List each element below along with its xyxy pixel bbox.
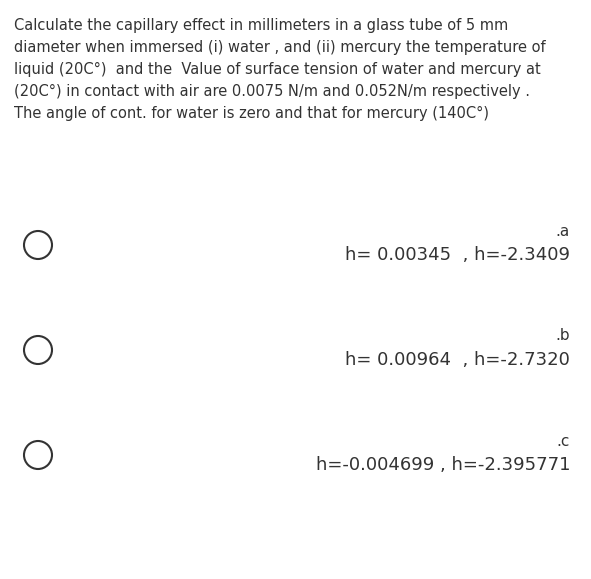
Text: h=-0.004699 , h=-2.395771: h=-0.004699 , h=-2.395771 (316, 456, 570, 474)
Text: h= 0.00345  , h=-2.3409: h= 0.00345 , h=-2.3409 (345, 246, 570, 264)
Text: The angle of cont. for water is zero and that for mercury (140C°): The angle of cont. for water is zero and… (14, 106, 489, 121)
Text: .a: .a (556, 223, 570, 239)
Text: .b: .b (556, 328, 570, 343)
Text: liquid (20C°)  and the  Value of surface tension of water and mercury at: liquid (20C°) and the Value of surface t… (14, 62, 541, 77)
Text: h= 0.00964  , h=-2.7320: h= 0.00964 , h=-2.7320 (345, 351, 570, 369)
Text: Calculate the capillary effect in millimeters in a glass tube of 5 mm: Calculate the capillary effect in millim… (14, 18, 508, 33)
Text: (20C°) in contact with air are 0.0075 N/m and 0.052N/m respectively .: (20C°) in contact with air are 0.0075 N/… (14, 84, 530, 99)
Text: diameter when immersed (i) water , and (ii) mercury the temperature of: diameter when immersed (i) water , and (… (14, 40, 545, 55)
Text: .c: .c (557, 434, 570, 449)
